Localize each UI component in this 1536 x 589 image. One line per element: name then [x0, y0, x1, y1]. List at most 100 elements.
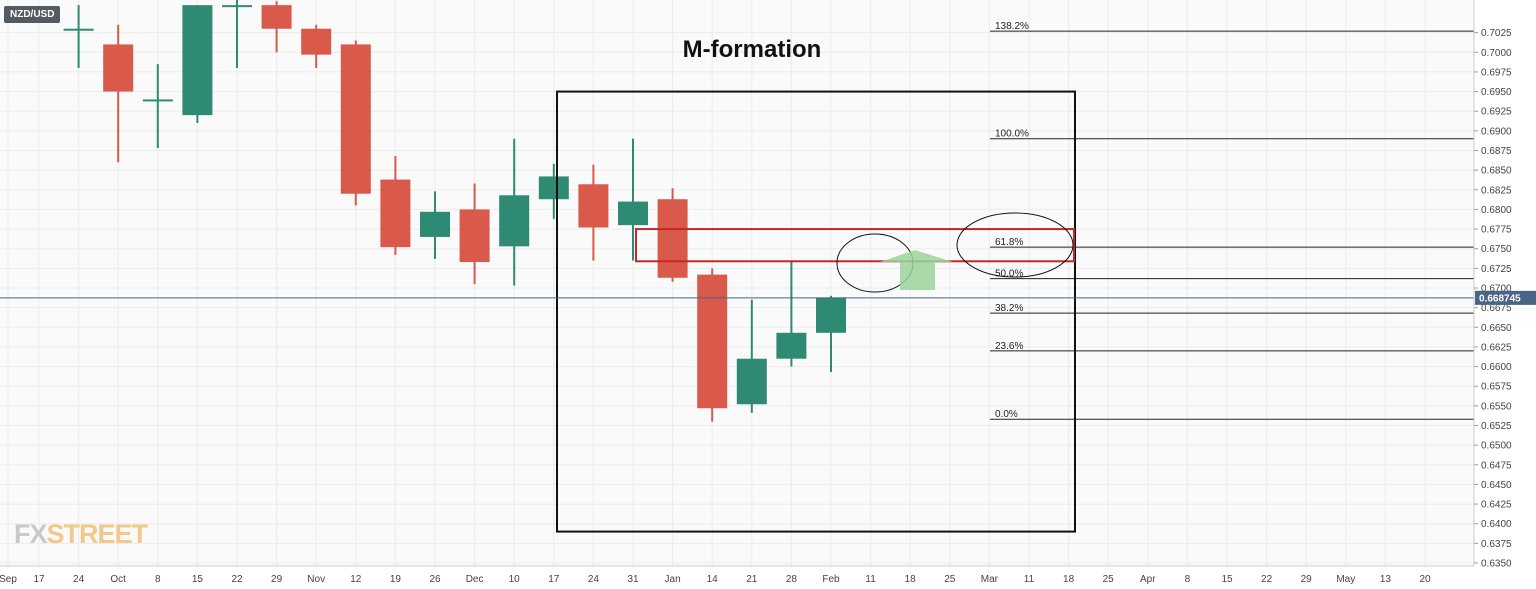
x-tick-label: 25 [944, 574, 956, 585]
y-tick-label: 0.7000 [1481, 48, 1512, 59]
x-tick-label: Nov [307, 574, 325, 585]
x-tick-label: 18 [1063, 574, 1075, 585]
x-tick-label: 21 [746, 574, 758, 585]
fib-label: 23.6% [995, 341, 1023, 352]
fib-label: 50.0% [995, 269, 1023, 280]
x-tick-label: 15 [1221, 574, 1233, 585]
candle [182, 5, 213, 123]
y-tick-label: 0.6625 [1481, 342, 1512, 353]
candle-body [340, 44, 371, 194]
candle-body [142, 99, 173, 102]
y-tick-label: 0.6575 [1481, 382, 1512, 393]
y-tick-label: 0.6500 [1481, 441, 1512, 452]
fib-label: 0.0% [995, 409, 1018, 420]
y-tick-label: 0.6450 [1481, 480, 1512, 491]
y-tick-label: 0.7025 [1481, 28, 1512, 39]
y-tick-label: 0.6375 [1481, 539, 1512, 550]
y-tick-label: 0.6350 [1481, 559, 1512, 570]
fib-label: 38.2% [995, 303, 1023, 314]
candle-body [578, 184, 609, 228]
grid-lines [0, 0, 1474, 566]
y-tick-label: 0.6600 [1481, 362, 1512, 373]
candle [618, 138, 648, 261]
x-tick-label: 15 [192, 574, 204, 585]
candle-body [618, 201, 648, 226]
candle-body [776, 332, 807, 359]
candle [301, 24, 332, 68]
candle [697, 268, 728, 422]
candles [63, 0, 846, 422]
candle [816, 295, 846, 373]
x-tick-label: 10 [509, 574, 521, 585]
y-tick-label: 0.6800 [1481, 205, 1512, 216]
candle [142, 64, 173, 149]
x-tick-label: 14 [707, 574, 719, 585]
x-tick-label: 28 [786, 574, 798, 585]
chart-title: M-formation [683, 36, 822, 63]
candle [63, 5, 94, 68]
x-tick-label: 22 [231, 574, 243, 585]
candle [380, 156, 411, 255]
x-tick-label: 17 [33, 574, 45, 585]
y-tick-label: 0.6725 [1481, 264, 1512, 275]
fxstreet-logo: FXSTREET [14, 519, 149, 550]
x-tick-label: 29 [1301, 574, 1313, 585]
candle-body [538, 176, 569, 200]
candle [222, 0, 252, 68]
candle [103, 24, 134, 163]
y-axis: 0.6350 0.6375 0.6400 0.6425 0.6450 0.6475 0.65… [1473, 0, 1536, 570]
y-tick-label: 0.6650 [1481, 323, 1512, 334]
candle [578, 164, 609, 261]
candle [776, 260, 807, 367]
candle [657, 188, 688, 282]
current-price-label: 0.668745 [1479, 293, 1521, 304]
plot-background [0, 0, 1474, 566]
candle [261, 1, 292, 53]
logo-street: STREET [46, 519, 149, 549]
y-tick-label: 0.6525 [1481, 421, 1512, 432]
y-tick-label: 0.6975 [1481, 67, 1512, 78]
up-arrow [880, 250, 953, 290]
x-tick-label: 8 [155, 574, 161, 585]
x-tick-label: 24 [73, 574, 85, 585]
x-tick-label: Mar [981, 574, 999, 585]
current-price-badge [1475, 290, 1536, 305]
x-tick-label: 31 [627, 574, 639, 585]
x-tick-label: Oct [110, 574, 126, 585]
x-tick-label: 24 [588, 574, 600, 585]
candle [538, 163, 569, 219]
y-tick-label: 0.6850 [1481, 166, 1512, 177]
x-tick-label: Dec [466, 574, 484, 585]
x-tick-label: Jan [665, 574, 681, 585]
x-tick-label: Apr [1140, 574, 1156, 585]
x-tick-label: Sep [0, 574, 17, 585]
y-tick-label: 0.6925 [1481, 107, 1512, 118]
resistance-zone [635, 228, 1075, 263]
candle-body [459, 209, 490, 263]
x-axis: Sep 17 24 Oct 8 15 22 29 Nov 12 19 26 Dec 10 17 24 31 Jan… [0, 565, 1474, 585]
candle-body [182, 5, 213, 116]
candle [459, 183, 490, 285]
x-tick-label: 20 [1419, 574, 1431, 585]
annotations: 0.0% 23.6% 38.2% 50.0% 61.8% 100.0% 138.2% M-fo… [0, 21, 1474, 533]
x-tick-label: May [1336, 574, 1355, 585]
y-tick-label: 0.6825 [1481, 185, 1512, 196]
candle-body [736, 358, 767, 405]
x-tick-label: 17 [548, 574, 560, 585]
fib-label: 61.8% [995, 237, 1023, 248]
y-tick-label: 0.6775 [1481, 225, 1512, 236]
y-tick-label: 0.6550 [1481, 401, 1512, 412]
x-tick-label: 29 [271, 574, 283, 585]
candle-body [816, 297, 846, 333]
fib-label: 138.2% [995, 21, 1029, 32]
x-tick-label: 19 [390, 574, 402, 585]
x-tick-label: 11 [865, 574, 876, 585]
x-tick-label: 12 [350, 574, 362, 585]
x-tick-label: 11 [1024, 574, 1035, 585]
candle [499, 138, 530, 286]
candle-body [261, 5, 292, 29]
y-tick-label: 0.6750 [1481, 244, 1512, 255]
candle-body [697, 274, 728, 409]
x-tick-label: 25 [1103, 574, 1115, 585]
